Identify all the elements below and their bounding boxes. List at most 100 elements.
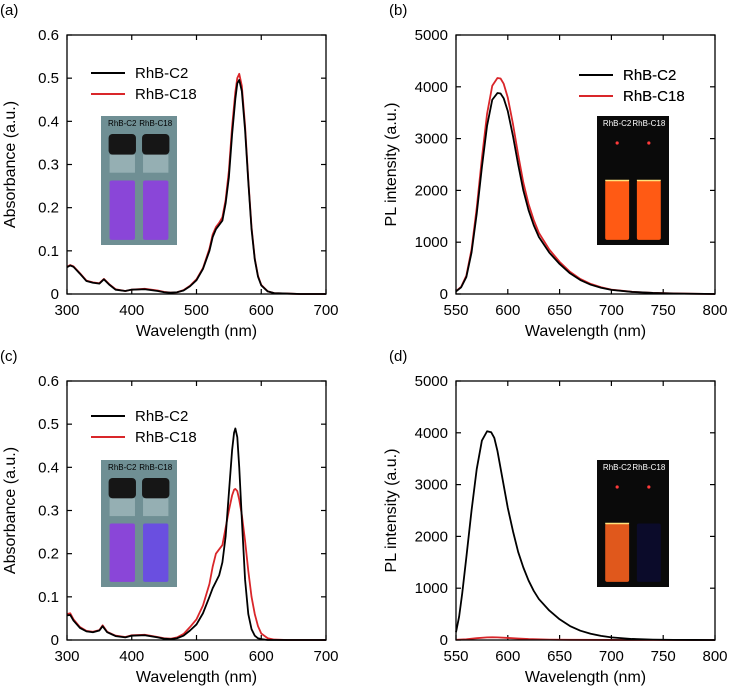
y-axis-title: PL intensity (a.u.): [383, 103, 400, 227]
vial-label: RhB-C2: [108, 119, 137, 128]
vial-liquid: [143, 523, 169, 582]
y-tick-label: 0.3: [38, 157, 59, 174]
legend: RhB-C2 RhB-C18: [91, 65, 197, 103]
panel-label: (d): [389, 348, 407, 365]
vial-liquid: [143, 180, 169, 240]
x-axis-title: Wavelength (nm): [525, 669, 646, 686]
vial-reflection: [647, 485, 651, 489]
vial: [142, 478, 170, 582]
x-tick-label: 650: [547, 648, 572, 665]
series-line-rhb-c18: [455, 77, 716, 295]
series-line-rhb-c2: [66, 427, 326, 641]
y-tick-label: 2000: [415, 182, 448, 199]
vial-label: RhB-C18: [139, 463, 172, 472]
vial-reflection: [615, 485, 619, 489]
y-tick-label: 5000: [415, 27, 448, 44]
legend-label: RhB-C18: [623, 88, 685, 105]
vial-cap: [142, 478, 170, 499]
x-tick-label: 800: [702, 302, 727, 319]
plot-frame: [66, 34, 327, 295]
y-tick-label: 0.6: [38, 373, 59, 390]
vial-liquid: [605, 523, 630, 582]
vial-glass: [109, 498, 135, 517]
y-tick-label: 0: [51, 286, 59, 303]
y-tick-label: 2000: [415, 528, 448, 545]
x-axis-title: Wavelength (nm): [136, 669, 257, 686]
vial: [605, 485, 630, 582]
y-tick-label: 0: [440, 286, 448, 303]
y-tick-label: 4000: [415, 425, 448, 442]
x-tick-label: 700: [313, 648, 338, 665]
legend-label: RhB-C18: [135, 86, 197, 103]
vial-liquid: [636, 180, 661, 240]
y-tick-label: 1000: [415, 580, 448, 597]
y-tick-label: 0.2: [38, 200, 59, 217]
y-tick-label: 1000: [415, 234, 448, 251]
panel-label: (b): [389, 2, 407, 19]
x-tick-label: 650: [547, 302, 572, 319]
plot-frame: [455, 380, 716, 641]
legend-label: RhB-C2: [135, 65, 188, 82]
vial-glass: [143, 498, 169, 517]
x-tick-label: 600: [249, 648, 274, 665]
vial-liquid: [636, 523, 661, 582]
inset-photo: RhB-C2 RhB-C18: [101, 460, 177, 587]
legend-label: RhB-C2: [623, 67, 676, 84]
y-tick-label: 5000: [415, 373, 448, 390]
y-tick-label: 0.1: [38, 589, 59, 606]
y-tick-label: 0.2: [38, 546, 59, 563]
y-tick-label: 3000: [415, 131, 448, 148]
vial-label: RhB-C18: [632, 119, 665, 128]
x-axis-title: Wavelength (nm): [525, 323, 646, 340]
legend-label: RhB-C18: [135, 429, 197, 446]
x-tick-label: 700: [313, 302, 338, 319]
vial: [108, 134, 136, 240]
panel-label: (c): [0, 348, 18, 365]
x-tick-label: 600: [495, 648, 520, 665]
y-tick-label: 3000: [415, 477, 448, 494]
x-tick-label: 800: [702, 648, 727, 665]
x-tick-label: 500: [184, 302, 209, 319]
y-tick-label: 0.6: [38, 27, 59, 44]
x-tick-label: 700: [599, 648, 624, 665]
vial: [605, 141, 630, 240]
vial-label: RhB-C18: [139, 119, 172, 128]
chart-panel-c: (c) 300 400 500 600 700 0 0.1 0.2 0.3 0.4 0.5 0.6 Wav…: [0, 348, 339, 686]
vial-label: RhB-C2: [108, 463, 137, 472]
y-tick-label: 0.4: [38, 113, 59, 130]
x-tick-label: 550: [443, 648, 468, 665]
vial-liquid: [109, 180, 135, 240]
x-tick-label: 500: [184, 648, 209, 665]
x-tick-label: 300: [54, 302, 79, 319]
series-line-rhb-c2: [455, 92, 716, 295]
vial-label: RhB-C2: [603, 119, 632, 128]
series-line-rhb-c2: [455, 430, 716, 641]
legend-label: RhB-C2: [135, 408, 188, 425]
y-tick-label: 0: [51, 632, 59, 649]
inset-photo: RhB-C2 RhB-C18: [597, 460, 669, 587]
x-tick-label: 700: [599, 302, 624, 319]
vial: [142, 134, 170, 240]
vial-cap: [108, 478, 136, 499]
legend-label: RhB-C18: [623, 88, 685, 105]
chart-panel-b: (b) 550 600 650 700 750 800 0 1000 2000 3000 4000 50…: [383, 2, 728, 340]
legend: RhB-C2 RhB-C18: [579, 67, 685, 105]
y-tick-label: 0.1: [38, 243, 59, 260]
x-tick-label: 550: [443, 302, 468, 319]
chart-panel-d: (d) 550 600 650 700 750 800 0 1000 2000 3000 4000 50…: [383, 67, 728, 686]
x-tick-label: 600: [495, 302, 520, 319]
inset-photo: RhB-C2 RhB-C18: [597, 116, 669, 245]
y-axis-title: Absorbance (a.u.): [2, 101, 19, 228]
vial-reflection: [615, 141, 619, 145]
y-axis-title: Absorbance (a.u.): [2, 447, 19, 574]
vial-label: RhB-C2: [603, 463, 632, 472]
x-tick-label: 750: [651, 648, 676, 665]
series-line-rhb-c2: [66, 78, 326, 295]
y-tick-label: 0.5: [38, 416, 59, 433]
vial-cap: [108, 134, 136, 155]
vial-glass: [109, 154, 135, 173]
y-tick-label: 0.5: [38, 70, 59, 87]
vial-label: RhB-C18: [632, 463, 665, 472]
chart-panel-a: (a) 300 400 500 600 700 0 0.1 0.2 0.3 0.4 0.5 0.6 Wav…: [0, 2, 339, 340]
